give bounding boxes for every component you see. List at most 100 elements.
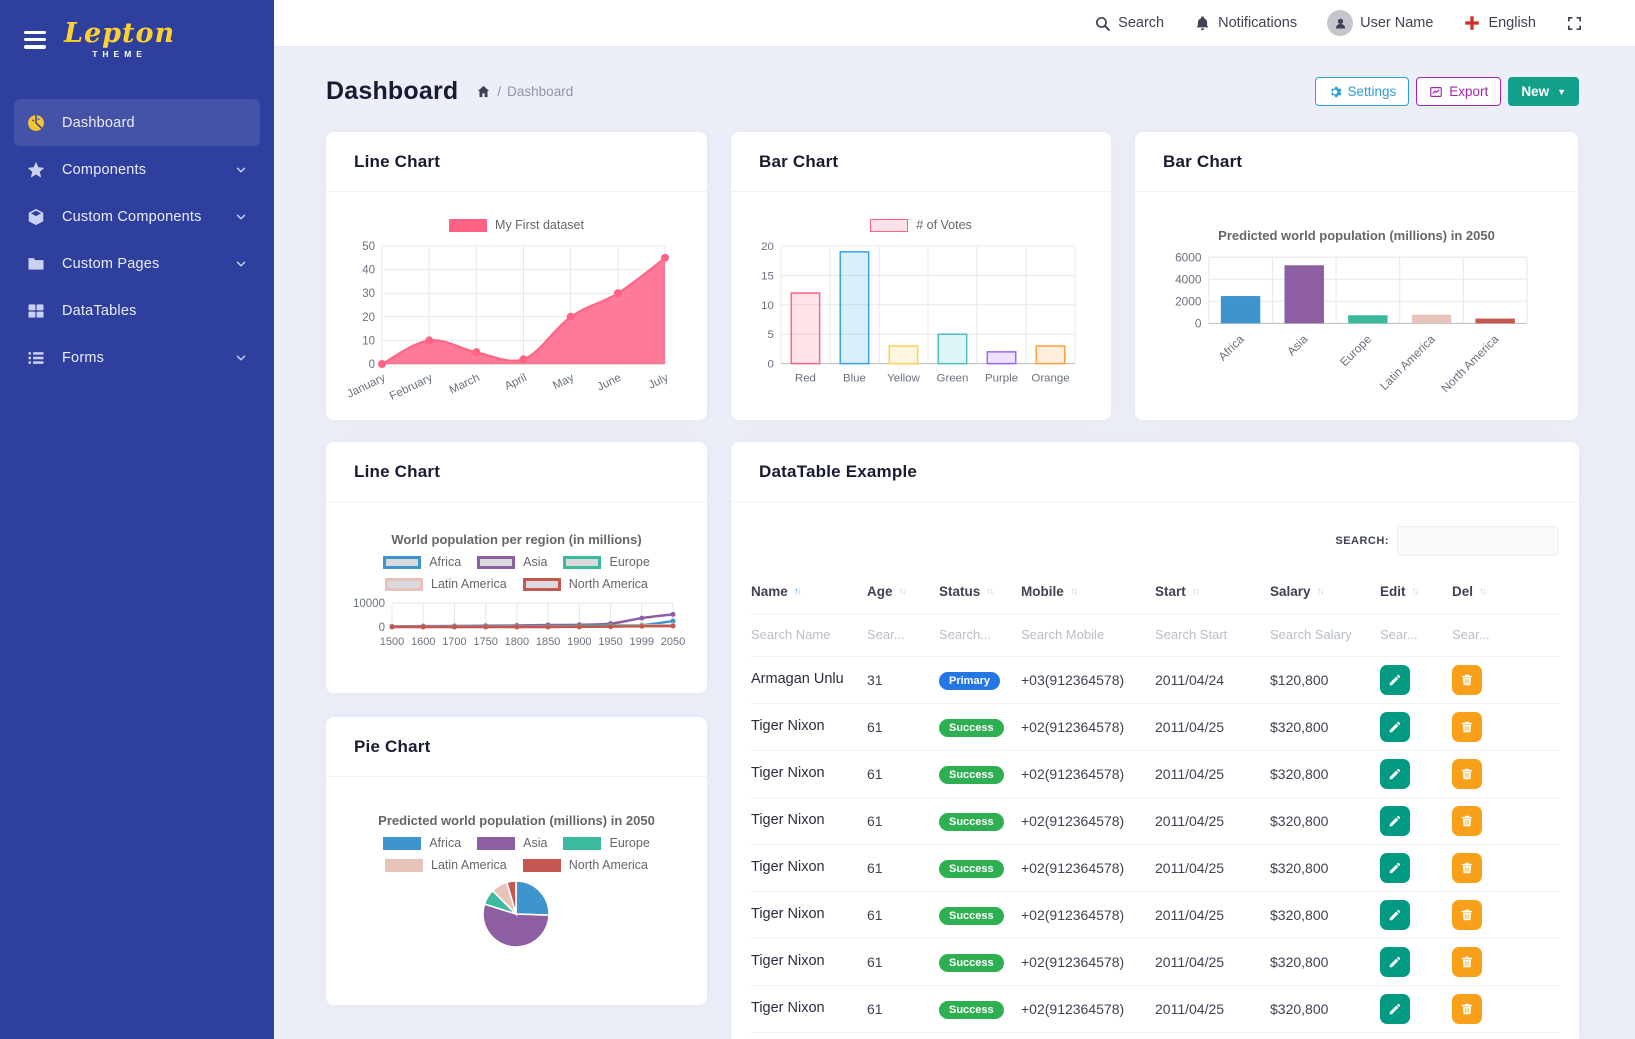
legend-item[interactable]: Europe bbox=[563, 555, 650, 569]
pencil-icon bbox=[1388, 861, 1402, 875]
column-filter-input-del[interactable] bbox=[1452, 627, 1551, 642]
votes-bar-chart-card: Bar Chart # of Votes 0 5 10 15 20 Red Blue Yell… bbox=[731, 132, 1111, 420]
edit-button[interactable] bbox=[1380, 759, 1410, 789]
dashboard-icon bbox=[26, 113, 46, 133]
legend-item[interactable]: Africa bbox=[383, 836, 461, 850]
sidebar-item-label: Custom Pages bbox=[62, 255, 160, 272]
cell-salary: $320,800 bbox=[1270, 766, 1329, 782]
cell-mobile: +02(912364578) bbox=[1021, 860, 1125, 876]
legend-label: My First dataset bbox=[495, 218, 584, 232]
edit-button[interactable] bbox=[1380, 665, 1410, 695]
column-filter-input-name[interactable] bbox=[751, 627, 858, 642]
column-header-del[interactable]: Del ↑↓ bbox=[1452, 584, 1559, 599]
cell-status: Success bbox=[939, 812, 1021, 831]
edit-button[interactable] bbox=[1380, 806, 1410, 836]
svg-text:1700: 1700 bbox=[442, 636, 466, 648]
cell-status: Success bbox=[939, 859, 1021, 878]
delete-button[interactable] bbox=[1452, 900, 1482, 930]
fullscreen-toggle[interactable] bbox=[1566, 15, 1583, 32]
new-button[interactable]: New ▼ bbox=[1508, 77, 1579, 106]
column-filter-input-age[interactable] bbox=[867, 627, 934, 642]
folder-icon bbox=[26, 254, 46, 274]
sidebar-toggle-icon[interactable] bbox=[24, 30, 46, 49]
legend-swatch bbox=[522, 577, 561, 591]
cell-salary: $320,800 bbox=[1270, 719, 1329, 735]
column-header-status[interactable]: Status ↑↓ bbox=[939, 584, 1021, 599]
topbar-search[interactable]: Search bbox=[1094, 15, 1164, 32]
svg-text:Africa: Africa bbox=[1215, 332, 1247, 364]
edit-button[interactable] bbox=[1380, 994, 1410, 1024]
svg-text:Purple: Purple bbox=[985, 373, 1018, 385]
column-label: Name bbox=[751, 584, 788, 599]
column-header-mobile[interactable]: Mobile ↑↓ bbox=[1021, 584, 1155, 599]
sidebar-item-custom-components[interactable]: Custom Components bbox=[14, 193, 260, 240]
edit-button[interactable] bbox=[1380, 947, 1410, 977]
legend-item[interactable]: Latin America bbox=[385, 577, 507, 591]
cell-del bbox=[1452, 712, 1559, 742]
delete-button[interactable] bbox=[1452, 806, 1482, 836]
column-label: Start bbox=[1155, 584, 1186, 599]
sidebar-item-dashboard[interactable]: Dashboard bbox=[14, 99, 260, 146]
status-badge: Success bbox=[939, 812, 1004, 831]
column-filter-input-start[interactable] bbox=[1155, 627, 1261, 642]
legend-item[interactable]: North America bbox=[522, 858, 648, 872]
svg-text:0: 0 bbox=[768, 359, 774, 371]
export-button[interactable]: Export bbox=[1416, 77, 1502, 106]
column-filter-input-status[interactable] bbox=[939, 627, 1015, 642]
chart-title: World population per region (in millions… bbox=[391, 532, 642, 547]
legend-item[interactable]: My First dataset bbox=[449, 218, 584, 232]
legend-item[interactable]: Europe bbox=[563, 836, 650, 850]
legend-swatch bbox=[383, 555, 422, 569]
pie-chart-card: Pie Chart Predicted world population (mi… bbox=[326, 717, 707, 1005]
svg-text:15: 15 bbox=[761, 270, 774, 282]
edit-button[interactable] bbox=[1380, 712, 1410, 742]
legend-item[interactable]: Africa bbox=[383, 555, 461, 569]
column-filter-input-mobile[interactable] bbox=[1021, 627, 1145, 642]
delete-button[interactable] bbox=[1452, 947, 1482, 977]
sidebar-item-components[interactable]: Components bbox=[14, 146, 260, 193]
delete-button[interactable] bbox=[1452, 665, 1482, 695]
sidebar-item-custom-pages[interactable]: Custom Pages bbox=[14, 240, 260, 287]
legend-item[interactable]: Asia bbox=[477, 555, 547, 569]
column-header-name[interactable]: Name ↑↓ bbox=[751, 584, 867, 599]
topbar-notifications[interactable]: Notifications bbox=[1194, 15, 1297, 32]
topbar-language[interactable]: English bbox=[1463, 14, 1536, 32]
column-header-start[interactable]: Start ↑↓ bbox=[1155, 584, 1270, 599]
cell-start: 2011/04/25 bbox=[1155, 813, 1225, 829]
legend-item[interactable]: # of Votes bbox=[870, 218, 972, 232]
table-row: Tiger Nixon 61 Success +02(912364578) 2011/0… bbox=[751, 892, 1559, 939]
line-chart-card: Line Chart My First dataset 0 10 20 30 40 50 J… bbox=[326, 132, 707, 420]
edit-button[interactable] bbox=[1380, 853, 1410, 883]
topbar-user-menu[interactable]: User Name bbox=[1327, 10, 1433, 36]
legend-item[interactable]: Asia bbox=[477, 836, 547, 850]
delete-button[interactable] bbox=[1452, 994, 1482, 1024]
sidebar-item-datatables[interactable]: DataTables bbox=[14, 287, 260, 334]
delete-button[interactable] bbox=[1452, 712, 1482, 742]
table-search-input[interactable] bbox=[1397, 526, 1559, 556]
legend-item[interactable]: North America bbox=[522, 577, 648, 591]
pencil-icon bbox=[1388, 1002, 1402, 1016]
search-icon bbox=[1094, 15, 1111, 32]
edit-button[interactable] bbox=[1380, 900, 1410, 930]
topbar-search-label: Search bbox=[1118, 15, 1165, 31]
delete-button[interactable] bbox=[1452, 759, 1482, 789]
column-filter-input-edit[interactable] bbox=[1380, 627, 1447, 642]
legend-swatch bbox=[870, 218, 909, 232]
app-logo[interactable]: Lepton THEME bbox=[64, 20, 175, 59]
status-badge: Success bbox=[939, 765, 1004, 784]
column-header-salary[interactable]: Salary ↑↓ bbox=[1270, 584, 1380, 599]
bell-icon bbox=[1194, 15, 1211, 32]
home-icon[interactable] bbox=[476, 84, 491, 99]
sidebar-item-label: Forms bbox=[62, 349, 105, 366]
legend-item[interactable]: Latin America bbox=[385, 858, 507, 872]
column-label: Mobile bbox=[1021, 584, 1064, 599]
delete-button[interactable] bbox=[1452, 853, 1482, 883]
sidebar-item-forms[interactable]: Forms bbox=[14, 334, 260, 381]
topbar-language-label: English bbox=[1488, 15, 1536, 31]
trash-icon bbox=[1460, 908, 1474, 922]
column-header-age[interactable]: Age ↑↓ bbox=[867, 584, 939, 599]
column-header-edit[interactable]: Edit ↑↓ bbox=[1380, 584, 1452, 599]
cell-status: Success bbox=[939, 718, 1021, 737]
column-filter-input-salary[interactable] bbox=[1270, 627, 1372, 642]
settings-button[interactable]: Settings bbox=[1314, 77, 1410, 106]
